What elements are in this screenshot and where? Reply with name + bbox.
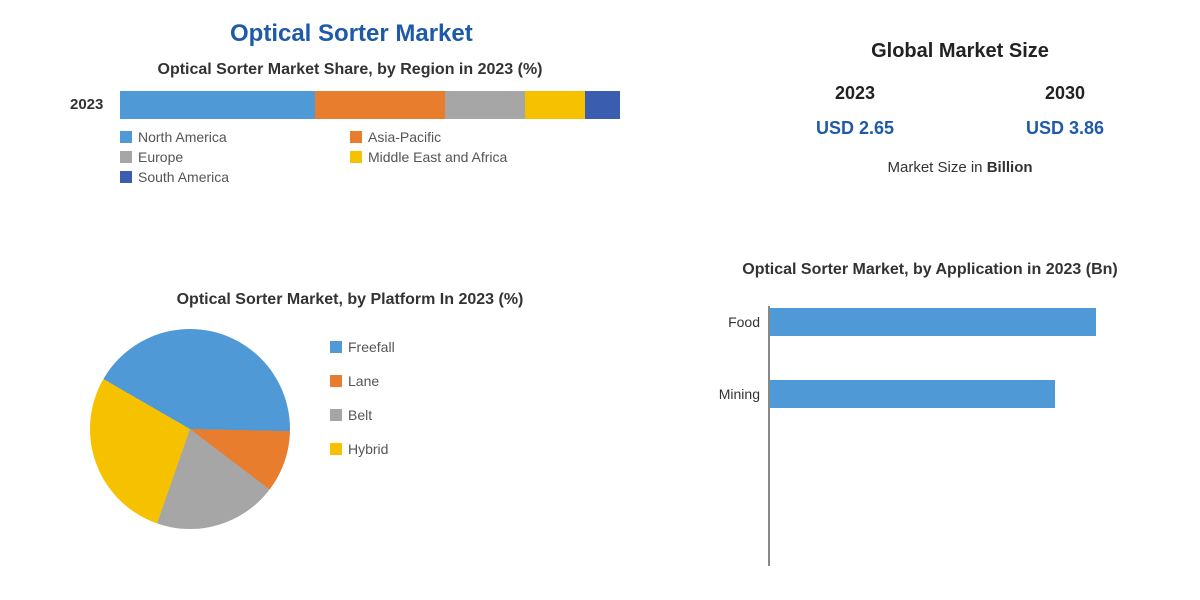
app-y-axis: [768, 306, 770, 566]
pie-legend-item-2: Belt: [330, 407, 395, 423]
app-row-label: Food: [680, 314, 760, 330]
pie-chart-title: Optical Sorter Market, by Platform In 20…: [70, 290, 630, 311]
region-legend-item-4: South America: [120, 169, 320, 185]
platform-pie-chart: Optical Sorter Market, by Platform In 20…: [70, 290, 630, 529]
global-market-size: Global Market Size 2023 USD 2.65 2030 US…: [750, 40, 1170, 176]
gms-note: Market Size in Billion: [750, 159, 1170, 176]
gms-col-2023: 2023 USD 2.65: [780, 83, 930, 139]
gms-year-0: 2023: [780, 83, 930, 104]
legend-swatch: [330, 409, 342, 421]
region-seg-1: [315, 91, 445, 119]
legend-swatch: [330, 375, 342, 387]
app-row-0: Food: [770, 306, 1180, 338]
legend-swatch: [120, 131, 132, 143]
gms-title: Global Market Size: [750, 40, 1170, 63]
legend-label: Hybrid: [348, 441, 388, 457]
legend-label: Lane: [348, 373, 379, 389]
gms-col-2030: 2030 USD 3.86: [990, 83, 1140, 139]
legend-label: Belt: [348, 407, 372, 423]
region-stacked-bar: [120, 91, 620, 119]
region-year-label: 2023: [70, 96, 120, 113]
app-chart-title: Optical Sorter Market, by Application in…: [680, 260, 1180, 281]
pie-legend-item-0: Freefall: [330, 339, 395, 355]
app-bar: [770, 308, 1096, 336]
region-seg-4: [585, 91, 620, 119]
region-legend-item-3: Middle East and Africa: [350, 149, 550, 165]
pie-legend: Freefall Lane Belt Hybrid: [330, 339, 425, 475]
legend-label: North America: [138, 129, 227, 145]
legend-swatch: [120, 171, 132, 183]
legend-label: Asia-Pacific: [368, 129, 441, 145]
region-legend: North America Asia-Pacific Europe Middle Ea…: [70, 129, 630, 189]
app-chart-body: Food Mining: [680, 306, 1180, 410]
legend-label: Europe: [138, 149, 183, 165]
region-legend-item-2: Europe: [120, 149, 320, 165]
region-legend-item-1: Asia-Pacific: [350, 129, 550, 145]
legend-swatch: [330, 443, 342, 455]
legend-swatch: [350, 131, 362, 143]
region-seg-0: [120, 91, 315, 119]
legend-swatch: [330, 341, 342, 353]
app-bar: [770, 380, 1055, 408]
region-legend-item-0: North America: [120, 129, 320, 145]
region-seg-3: [525, 91, 585, 119]
gms-value-0: USD 2.65: [780, 118, 930, 139]
gms-year-1: 2030: [990, 83, 1140, 104]
app-row-1: Mining: [770, 378, 1180, 410]
legend-label: Freefall: [348, 339, 395, 355]
region-chart-title: Optical Sorter Market Share, by Region i…: [70, 60, 630, 81]
pie-legend-item-1: Lane: [330, 373, 395, 389]
legend-label: South America: [138, 169, 229, 185]
app-row-label: Mining: [680, 386, 760, 402]
region-share-chart: Optical Sorter Market Share, by Region i…: [70, 60, 630, 189]
pie-legend-item-3: Hybrid: [330, 441, 395, 457]
gms-value-1: USD 3.86: [990, 118, 1140, 139]
legend-label: Middle East and Africa: [368, 149, 507, 165]
page-title: Optical Sorter Market: [230, 20, 473, 48]
legend-swatch: [350, 151, 362, 163]
gms-note-prefix: Market Size in: [887, 159, 986, 176]
gms-note-bold: Billion: [987, 159, 1033, 176]
pie-graphic: [90, 329, 290, 529]
legend-swatch: [120, 151, 132, 163]
region-seg-2: [445, 91, 525, 119]
application-bar-chart: Optical Sorter Market, by Application in…: [680, 260, 1180, 450]
